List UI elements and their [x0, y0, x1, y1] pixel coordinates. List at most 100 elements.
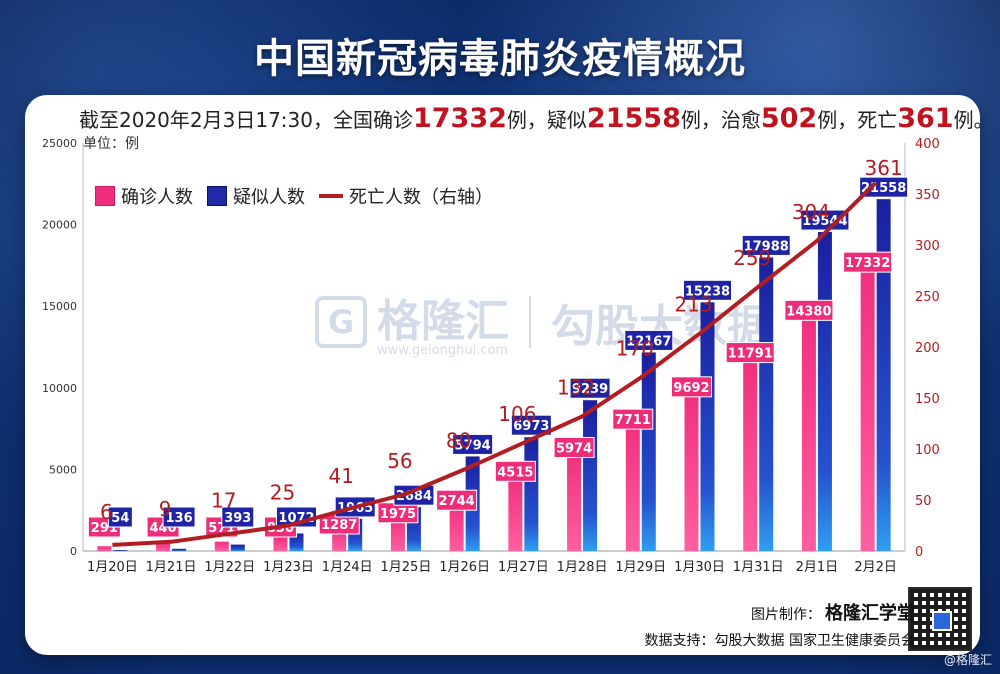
bar-confirmed [625, 425, 640, 551]
summary-mid1: 例，疑似 [506, 108, 587, 132]
bar-confirmed [156, 543, 171, 551]
summary-mid2: 例，治愈 [680, 108, 761, 132]
bar-suspected [817, 232, 832, 551]
data-label-bg-confirmed [725, 342, 775, 364]
chart-legend: 确诊人数 疑似人数 死亡人数（右轴） [95, 183, 493, 209]
data-label-bg-suspected [800, 209, 850, 231]
summary-suffix: 例。 [953, 108, 980, 132]
x-tick-label: 1月27日 [498, 560, 549, 575]
deaths-line [112, 181, 878, 547]
right-tick-label: 300 [915, 239, 940, 254]
data-label-deaths: 106 [498, 402, 536, 426]
data-label-suspected: 5794 [455, 438, 491, 453]
page-title: 中国新冠病毒肺炎疫情概况 [254, 36, 746, 82]
right-tick-label: 0 [915, 545, 923, 560]
summary-suspected: 21558 [586, 103, 681, 134]
data-label-bg-confirmed [612, 408, 654, 430]
bar-suspected [759, 257, 774, 551]
qr-logo-icon [932, 611, 952, 631]
bar-suspected [876, 199, 891, 551]
bar-confirmed [390, 518, 405, 551]
data-label-bg-confirmed [784, 299, 834, 321]
data-label-suspected: 6973 [513, 419, 549, 434]
right-tick-label: 100 [915, 443, 940, 458]
right-tick-label: 350 [915, 188, 940, 203]
data-label-bg-suspected [452, 433, 494, 455]
right-tick-label: 150 [915, 392, 940, 407]
summary-prefix: 截至2020年2月3日17:30，全国确诊 [79, 108, 413, 132]
data-label-bg-confirmed [843, 251, 893, 273]
data-label-deaths: 17 [211, 489, 236, 513]
bar-confirmed [801, 316, 816, 551]
left-tick-label: 15000 [42, 300, 77, 313]
data-label-bg-confirmed [671, 376, 712, 398]
legend-swatch-confirmed [95, 186, 115, 206]
right-tick-label: 400 [915, 137, 940, 152]
data-label-confirmed: 7711 [615, 413, 651, 428]
data-label-deaths: 259 [733, 246, 771, 270]
data-label-deaths: 361 [865, 156, 903, 180]
x-tick-label: 1月20日 [87, 560, 138, 575]
data-label-bg-suspected [741, 234, 791, 256]
legend-item-confirmed: 确诊人数 [95, 183, 193, 209]
summary-deaths: 361 [897, 103, 954, 134]
data-label-suspected: 54 [111, 511, 129, 526]
summary-mid3: 例，死亡 [817, 108, 898, 132]
legend-item-suspected: 疑似人数 [207, 183, 305, 209]
data-label-confirmed: 2744 [439, 494, 475, 509]
left-tick-label: 5000 [49, 463, 77, 476]
data-label-deaths: 56 [387, 449, 412, 473]
legend-swatch-suspected [207, 186, 227, 206]
data-label-confirmed: 17332 [845, 256, 890, 271]
data-label-bg-suspected [569, 377, 611, 399]
x-tick-label: 1月26日 [439, 560, 490, 575]
data-label-suspected: 12167 [626, 334, 671, 349]
bar-confirmed [97, 546, 112, 551]
x-tick-label: 1月28日 [557, 560, 608, 575]
legend-swatch-deaths [319, 194, 343, 198]
data-label-confirmed: 1975 [380, 507, 416, 522]
bar-suspected [641, 352, 656, 551]
legend-label-suspected: 疑似人数 [233, 187, 305, 208]
data-label-bg-suspected [162, 506, 196, 528]
bar-confirmed [273, 537, 288, 551]
data-label-bg-confirmed [553, 437, 595, 459]
data-label-deaths: 304 [792, 200, 830, 224]
corner-watermark: @格隆汇 [943, 653, 992, 667]
data-label-bg-confirmed [494, 460, 536, 482]
legend-item-deaths: 死亡人数（右轴） [319, 183, 493, 209]
x-tick-label: 1月30日 [674, 560, 725, 575]
data-label-deaths: 9 [159, 497, 172, 521]
data-label-confirmed: 11791 [728, 347, 773, 362]
data-label-suspected: 17988 [744, 239, 789, 254]
bar-suspected [289, 533, 304, 551]
data-label-suspected: 19544 [802, 214, 847, 229]
x-tick-label: 1月31日 [733, 560, 784, 575]
data-label-confirmed: 1287 [321, 518, 357, 533]
qr-code-icon[interactable] [908, 587, 972, 651]
chart-svg: 0 5000 10000 15000 20000 25000 0 50 100 150 200 250… [42, 137, 940, 575]
bar-suspected [700, 302, 715, 551]
data-label-deaths: 6 [100, 500, 113, 524]
x-tick-label: 1月22日 [204, 560, 255, 575]
data-label-deaths: 170 [616, 337, 654, 361]
right-tick-label: 250 [915, 290, 940, 305]
x-tick-label: 1月25日 [381, 560, 432, 575]
data-label-suspected: 15238 [685, 284, 730, 299]
data-label-confirmed: 9692 [673, 381, 709, 396]
data-label-deaths: 80 [446, 428, 471, 452]
data-label-bg-confirmed [436, 489, 478, 511]
data-label-deaths: 41 [328, 464, 353, 488]
summary-line: 截至2020年2月3日17:30，全国确诊17332例，疑似21558例，治愈5… [79, 103, 980, 134]
summary-confirmed: 17332 [412, 103, 507, 134]
footer-made-by: 图片制作： 格隆汇学堂 [715, 599, 915, 625]
data-label-bg-suspected [221, 506, 255, 528]
footer-source: 数据支持：勾股大数据 国家卫生健康委员会 [644, 633, 915, 649]
x-tick-label: 2月2日 [854, 560, 897, 575]
bar-confirmed [684, 392, 699, 551]
data-label-suspected: 9239 [572, 382, 608, 397]
left-tick-label: 20000 [42, 219, 77, 232]
right-tick-label: 200 [915, 341, 940, 356]
bar-suspected [172, 548, 187, 551]
bar-confirmed [449, 506, 464, 551]
